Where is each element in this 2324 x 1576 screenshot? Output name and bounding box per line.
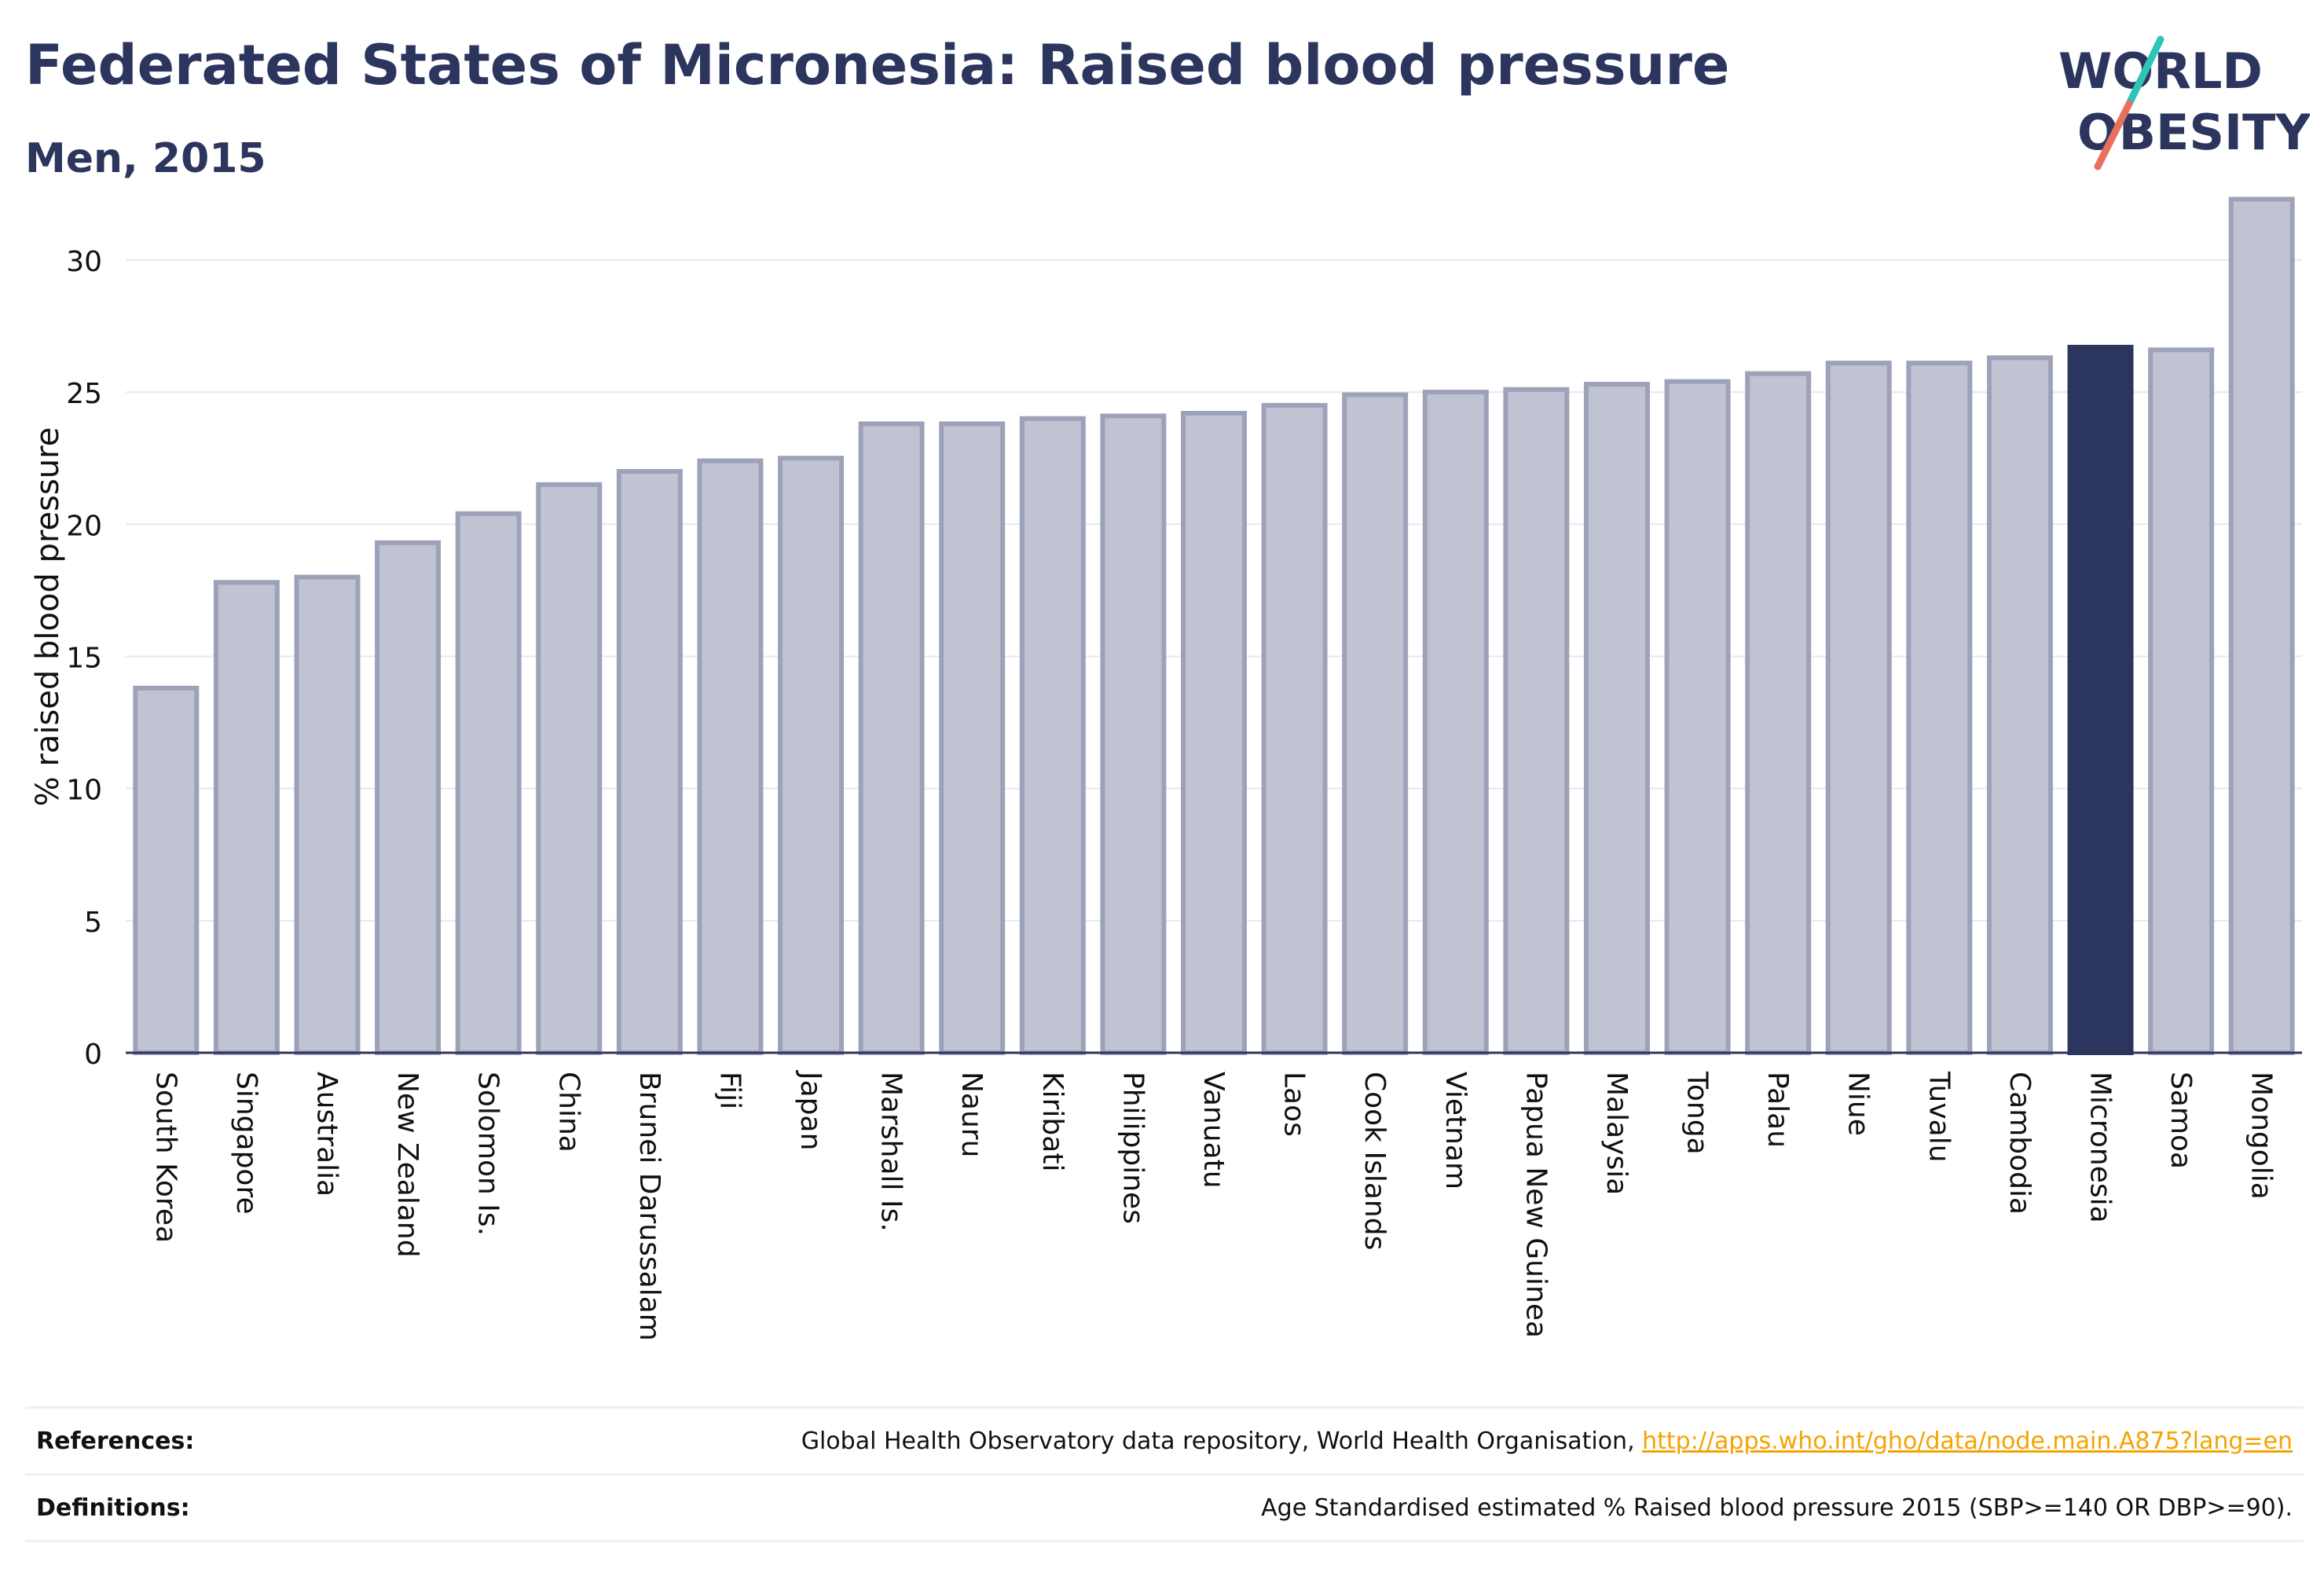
bar-niue	[1825, 361, 1892, 1056]
y-tick-label: 10	[66, 775, 102, 807]
x-tick-label: Tuvalu	[1923, 1071, 1955, 1163]
bars	[133, 196, 2295, 1056]
bar-singapore	[213, 580, 280, 1055]
references-row: References: Global Health Observatory da…	[25, 1406, 2304, 1473]
x-tick-label: New Zealand	[391, 1072, 423, 1258]
x-axis-ticks: South Korea Singapore Australia New Zealand…	[149, 1070, 2277, 1341]
bar-fiji	[697, 458, 764, 1055]
bar-kiribati	[1019, 416, 1086, 1055]
bar-nauru	[939, 421, 1006, 1055]
x-tick-label: Australia	[310, 1072, 343, 1197]
y-tick-label: 25	[66, 378, 102, 410]
definitions-row: Definitions: Age Standardised estimated …	[25, 1473, 2304, 1542]
bar-chart: 0 5 10 15 20 25 30 South Korea Singapore Austral…	[30, 196, 2302, 1341]
references-link[interactable]: http://apps.who.int/gho/data/node.main.A…	[1642, 1427, 2293, 1455]
bar-vanuatu	[1181, 411, 1247, 1055]
x-tick-label: Kiribati	[1036, 1072, 1069, 1171]
x-tick-label: Niue	[1842, 1072, 1875, 1136]
y-axis-label: % raised blood pressure	[30, 427, 66, 807]
x-tick-label: Tonga	[1681, 1071, 1714, 1155]
x-tick-label: Samoa	[2165, 1072, 2197, 1169]
bar-samoa	[2148, 347, 2215, 1056]
x-tick-label: Solomon Is.	[472, 1072, 504, 1236]
bar-papua-new-guinea	[1503, 387, 1570, 1055]
x-tick-label: Nauru	[955, 1072, 988, 1157]
bar-australia	[294, 574, 361, 1055]
bar-palau	[1745, 371, 1812, 1055]
definitions-value: Age Standardised estimated % Raised bloo…	[1261, 1494, 2293, 1522]
x-tick-label: Cambodia	[2003, 1072, 2036, 1215]
y-tick-label: 15	[66, 642, 102, 674]
x-tick-label: Marshall Is.	[875, 1072, 907, 1232]
logo-line1: WORLD	[2058, 42, 2263, 100]
x-tick-label: Brunei Darussalam	[633, 1072, 665, 1341]
bar-marshall-is-	[858, 421, 925, 1055]
x-tick-label: Fiji	[713, 1072, 746, 1109]
x-tick-label: Mongolia	[2245, 1072, 2278, 1200]
bar-china	[536, 482, 603, 1055]
bar-micronesia	[2067, 344, 2134, 1055]
bar-tonga	[1664, 379, 1731, 1055]
page-subtitle: Men, 2015	[25, 135, 266, 182]
page-title: Federated States of Micronesia: Raised b…	[25, 33, 1730, 97]
references-value: Global Health Observatory data repositor…	[801, 1428, 2304, 1455]
x-tick-label: Singapore	[230, 1072, 262, 1215]
logo-slash-teal	[2125, 35, 2165, 108]
y-tick-label: 20	[66, 510, 102, 542]
x-tick-label: Vanuatu	[1197, 1072, 1230, 1189]
bar-new-zealand	[375, 540, 442, 1055]
y-axis-ticks: 0 5 10 15 20 25 30	[66, 246, 102, 1071]
x-tick-label: Micronesia	[2084, 1072, 2117, 1223]
bar-south-korea	[133, 685, 200, 1055]
bar-philippines	[1100, 413, 1167, 1055]
footer-table: References: Global Health Observatory da…	[25, 1406, 2304, 1542]
x-tick-label: Palau	[1761, 1072, 1794, 1148]
y-tick-label: 30	[66, 246, 102, 278]
x-tick-label: Vietnam	[1439, 1072, 1472, 1189]
bar-mongolia	[2228, 196, 2295, 1056]
logo-slash-coral	[2094, 100, 2133, 170]
x-tick-label: Japan	[794, 1070, 827, 1150]
y-tick-label: 0	[84, 1039, 102, 1071]
bar-laos	[1261, 402, 1328, 1055]
bar-cambodia	[1986, 355, 2053, 1055]
bar-tuvalu	[1906, 361, 1973, 1056]
x-tick-label: Laos	[1278, 1072, 1310, 1137]
x-tick-label: South Korea	[149, 1072, 181, 1243]
x-tick-label: China	[552, 1072, 585, 1153]
x-tick-label: Cook Islands	[1358, 1072, 1391, 1250]
references-label: References:	[36, 1427, 195, 1455]
world-obesity-logo: WORLD OBESITY	[2058, 35, 2310, 170]
bar-cook-islands	[1342, 392, 1409, 1056]
bar-brunei-darussalam	[616, 469, 683, 1055]
x-tick-label: Papua New Guinea	[1519, 1072, 1552, 1338]
bar-japan	[778, 456, 845, 1055]
x-tick-label: Philippines	[1116, 1072, 1149, 1224]
bar-vietnam	[1422, 390, 1489, 1056]
y-tick-label: 5	[84, 907, 102, 939]
definitions-label: Definitions:	[36, 1494, 190, 1522]
x-tick-label: Malaysia	[1600, 1072, 1633, 1195]
bar-solomon-is-	[455, 511, 522, 1055]
bar-malaysia	[1583, 382, 1650, 1055]
references-text: Global Health Observatory data repositor…	[801, 1427, 1643, 1455]
